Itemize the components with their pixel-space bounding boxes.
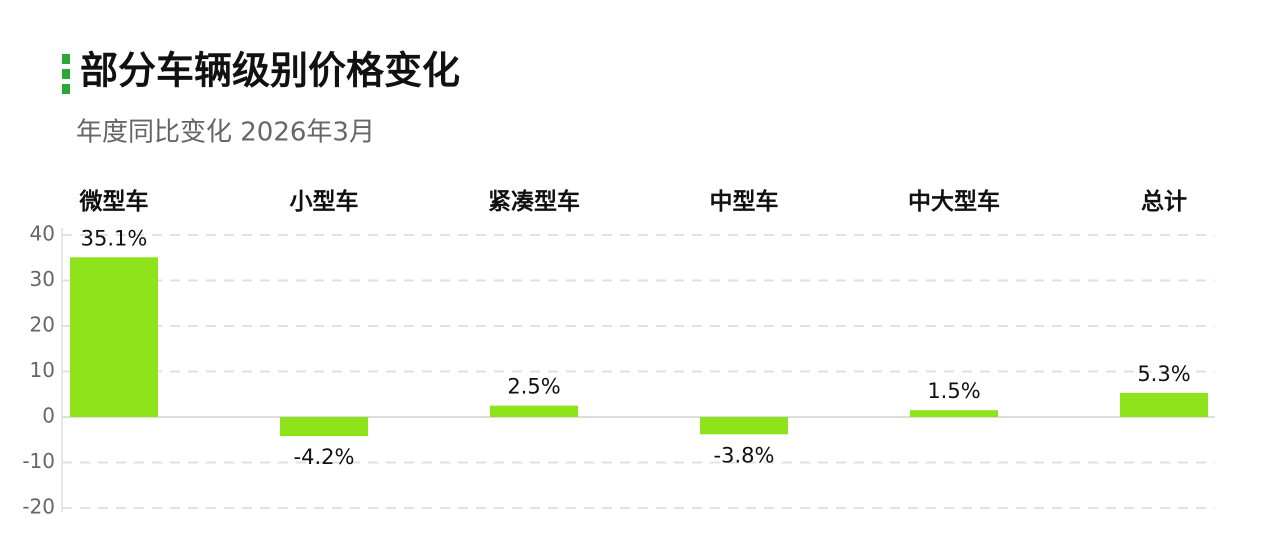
value-label: 2.5% [507, 375, 560, 399]
bar [70, 257, 158, 417]
y-tick-label: -20 [22, 495, 55, 519]
bar [1120, 392, 1208, 417]
bar [910, 410, 998, 417]
y-tick-label: 0 [42, 404, 55, 428]
bar [490, 405, 578, 417]
bar [280, 417, 368, 437]
x-category-label: 中大型车 [908, 188, 1000, 215]
y-tick-label: 20 [30, 313, 55, 337]
y-tick-label: 30 [30, 267, 55, 291]
x-category-label: 紧凑型车 [488, 188, 580, 215]
value-label: -4.2% [294, 445, 355, 469]
x-category-label: 小型车 [290, 188, 359, 215]
y-tick-label: 40 [30, 222, 55, 246]
title-marker [62, 54, 70, 64]
x-category-label: 微型车 [79, 188, 149, 215]
bar [700, 417, 788, 435]
value-label: 1.5% [927, 379, 980, 403]
value-label: 35.1% [81, 226, 148, 250]
chart-title: 部分车辆级别价格变化 [80, 48, 460, 93]
x-category-label: 中型车 [710, 188, 779, 215]
title-marker [62, 84, 70, 94]
title-marker [62, 69, 70, 79]
value-label: -3.8% [714, 443, 775, 467]
y-tick-label: -10 [22, 449, 55, 473]
value-label: 5.3% [1137, 362, 1190, 386]
y-tick-label: 10 [30, 358, 55, 382]
x-category-label: 总计 [1141, 188, 1187, 215]
chart-subtitle: 年度同比变化 2026年3月 [76, 118, 375, 148]
